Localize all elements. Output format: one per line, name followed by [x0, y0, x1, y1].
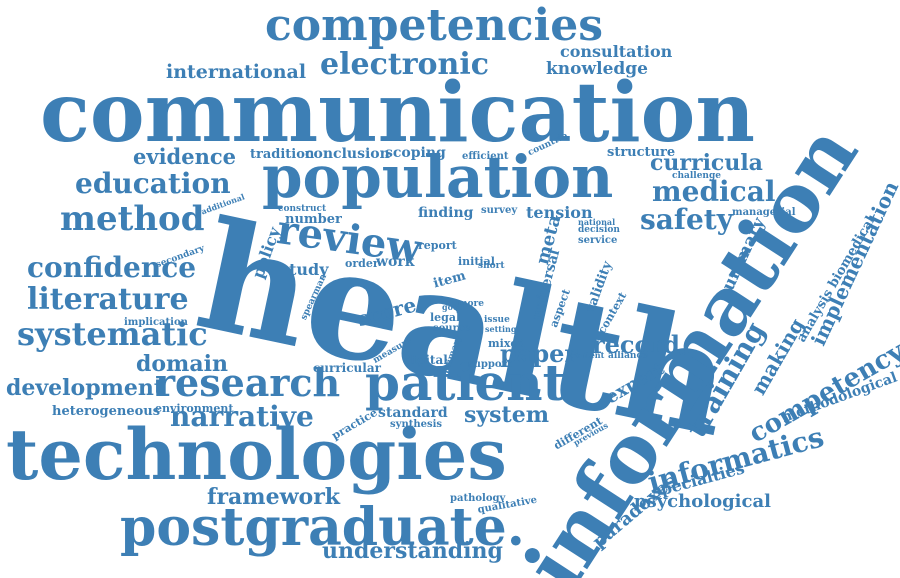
word-understanding: understanding — [322, 538, 503, 564]
word-competencies: competencies — [265, 0, 604, 51]
word-standard: standard — [378, 405, 448, 421]
word-patient: patient — [365, 353, 566, 412]
word-content: content — [570, 350, 605, 360]
word-digital: digital — [404, 353, 448, 367]
word-literature: literature — [27, 282, 189, 317]
word-environment: environment — [155, 402, 234, 415]
word-research: research — [155, 360, 341, 405]
word-evidence: evidence — [133, 144, 237, 169]
word-good: good — [442, 302, 464, 312]
word-curricular: curricular — [313, 361, 381, 375]
word-postgraduate: postgraduate. — [120, 497, 525, 558]
word-issue: issue — [484, 315, 510, 325]
word-finding: finding — [418, 205, 474, 221]
word-curricula: curricula — [650, 150, 763, 176]
word-more: more — [458, 299, 484, 309]
word-safety: safety — [640, 203, 733, 236]
word-development: development — [6, 375, 165, 401]
word-study: study — [280, 260, 329, 279]
word-legal: legal — [430, 311, 461, 324]
word-implication: implication — [124, 317, 188, 328]
word-method: method — [60, 199, 205, 239]
word-decision: decision — [578, 225, 620, 235]
word-knowledge: knowledge — [546, 59, 648, 79]
word-paper: paper — [500, 339, 578, 368]
word-managerial: managerial — [732, 207, 796, 218]
word-population: population — [262, 143, 614, 211]
word-medical: medical — [652, 175, 776, 208]
word-heterogeneous: heterogeneous — [52, 404, 161, 419]
word-alliance: alliance — [608, 351, 648, 361]
word-support: support — [468, 359, 512, 370]
word-initial: initial — [458, 255, 495, 268]
word-service: service — [578, 235, 618, 246]
word-confidence: confidence — [27, 251, 197, 284]
word-survey: survey — [481, 205, 518, 216]
word-tension: tension — [526, 203, 593, 222]
word-record: record — [592, 330, 680, 359]
word-mixed: mixed — [488, 337, 526, 350]
word-order: order — [345, 257, 379, 270]
word-efficient: efficient — [462, 151, 509, 162]
word-setting: setting — [485, 324, 517, 334]
word-scoping: scoping — [385, 145, 446, 161]
word-pathology: pathology — [450, 493, 506, 504]
word-national: national — [578, 217, 616, 227]
word-synthesis: synthesis — [390, 419, 443, 430]
word-report: report — [418, 239, 457, 252]
word-framework: framework — [207, 484, 341, 510]
word-international: international — [166, 61, 307, 83]
word-system: system — [464, 402, 549, 428]
word-number: number — [285, 212, 342, 227]
word-education: education — [75, 167, 231, 200]
word-tradition: tradition — [250, 147, 315, 162]
word-short: short — [478, 261, 505, 271]
word-work: work — [376, 254, 415, 270]
word-source: source — [433, 323, 471, 334]
word-structure: structure — [607, 145, 676, 160]
word-electronic: electronic — [320, 47, 489, 82]
word-conclusion: conclusion — [305, 146, 390, 162]
word-challenge: challenge — [672, 171, 721, 181]
word-narrative: narrative — [170, 400, 314, 433]
word-psychological: psychological — [634, 491, 771, 512]
word-communication: communication — [40, 65, 755, 161]
word-systematic: systematic — [17, 315, 208, 353]
word-domain: domain — [136, 351, 228, 377]
word-technologies: technologies — [6, 413, 507, 496]
word-consultation: consultation — [560, 42, 673, 61]
word-construct: construct — [278, 204, 327, 214]
